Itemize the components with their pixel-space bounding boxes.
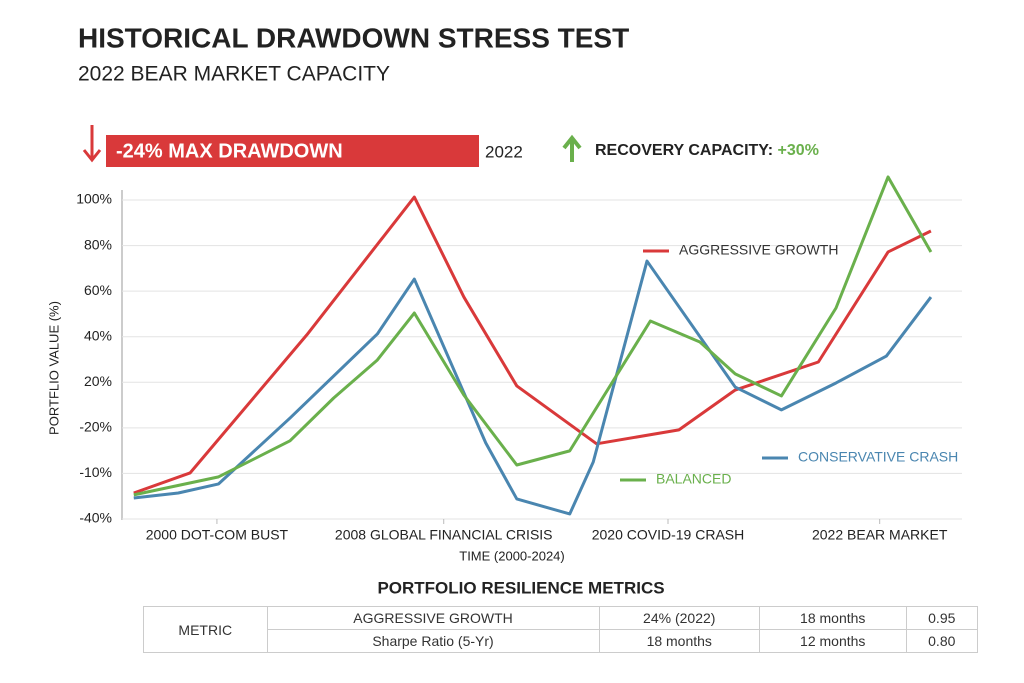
cell: METRIC: [143, 606, 268, 653]
series-line: [133, 195, 932, 495]
legend-label: AGGRESSIVE GROWTH: [679, 242, 838, 258]
x-axis-label: TIME (2000-2024): [459, 548, 565, 563]
legend-label: BALANCED: [656, 471, 731, 487]
cell: 18 months: [598, 629, 760, 653]
recovery-label-text: RECOVERY CAPACITY:: [595, 142, 773, 159]
y-tick-label: -20%: [79, 419, 112, 435]
series-line: [133, 175, 933, 497]
table-title: PORTFOLIO RESILIENCE METRICS: [377, 578, 664, 597]
y-tick-label: -40%: [79, 510, 112, 526]
cell: Sharpe Ratio (5-Yr): [266, 629, 600, 653]
recovery-label: RECOVERY CAPACITY: +30%: [595, 142, 819, 159]
x-tick-label: 2022 BEAR MARKET: [812, 527, 948, 543]
x-tick-label: 2008 GLOBAL FINANCIAL CRISIS: [335, 527, 553, 543]
drawdown-label: -24% MAX DRAWDOWN: [116, 140, 343, 162]
title: HISTORICAL DRAWDOWN STRESS TEST: [78, 22, 629, 53]
subtitle: 2022 BEAR MARKET CAPACITY: [78, 63, 390, 86]
x-tick-label: 2020 COVID-19 CRASH: [592, 527, 745, 543]
y-tick-label: 20%: [84, 373, 112, 389]
cell: 18 months: [758, 606, 907, 630]
y-axis-label: PORTFLIO VALUE (%): [46, 301, 61, 435]
series-line: [133, 259, 933, 516]
legend-label: CONSERVATIVE CRASH: [798, 449, 958, 465]
recovery-value: +30%: [778, 142, 819, 159]
y-tick-label: 40%: [84, 327, 112, 343]
drawdown-bar: [106, 135, 479, 167]
cell: 12 months: [758, 629, 907, 653]
banner-year: 2022: [485, 142, 523, 161]
y-tick-label: 60%: [84, 282, 112, 298]
x-tick-label: 2000 DOT-COM BUST: [146, 527, 289, 543]
y-tick-label: -10%: [79, 464, 112, 480]
cell: 24% (2022): [598, 606, 760, 630]
cell: 0.95: [905, 606, 979, 630]
up-arrow: [562, 134, 582, 162]
y-tick-label: 80%: [84, 236, 112, 252]
down-arrow: [82, 125, 102, 163]
cell: 0.80: [905, 629, 979, 653]
cell: AGGRESSIVE GROWTH: [266, 606, 600, 630]
y-tick-label: 100%: [76, 191, 112, 207]
metrics-table: METRIC AGGRESSIVE GROWTH 24% (2022) 18 mont…: [143, 606, 979, 653]
